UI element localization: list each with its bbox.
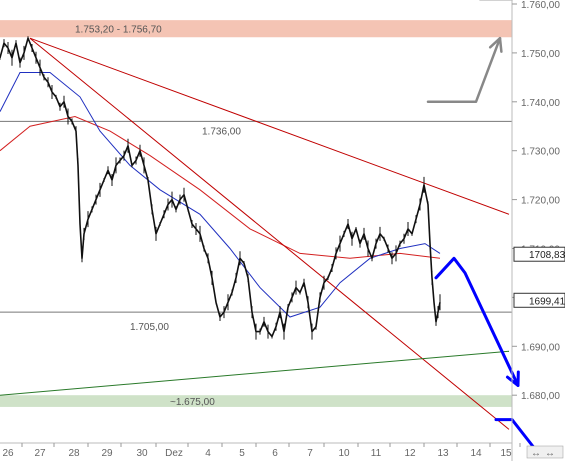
price-layer (0, 36, 441, 340)
price-label-box-1 (513, 292, 565, 308)
x-tick-label-11: 11 (371, 448, 382, 459)
series-line-3 (29, 37, 510, 430)
y-tick-label-1: 1.690,00 (521, 342, 560, 353)
x-tick-label-6: 4 (205, 448, 211, 459)
zone-label-0: 1.753,20 - 1.756,70 (75, 25, 162, 36)
scroll-button-frame[interactable] (526, 445, 564, 459)
zone-0 (0, 20, 512, 38)
scroll-buttons[interactable]: ↔ ↔ (526, 445, 564, 459)
y-tick-label-4: 1.720,00 (521, 196, 560, 207)
x-tick-label-0: 26 (2, 448, 14, 459)
price-label-box-0 (513, 246, 565, 262)
arrow-path-2 (426, 36, 502, 104)
lines-layer (0, 37, 510, 430)
zone-label-1: ~1.675,00 (170, 397, 215, 408)
x-tick-label-8: 6 (272, 448, 278, 459)
y-tick-label-5: 1.730,00 (521, 147, 560, 158)
x-tick-label-2: 28 (68, 448, 80, 459)
current-price-labels: 1708,83 1699,41 (513, 246, 565, 308)
x-tick-label-1: 27 (34, 448, 46, 459)
x-tick-label-4: 30 (136, 448, 148, 459)
x-tick-label-7: 5 (239, 448, 245, 459)
x-tick-label-13: 13 (437, 448, 449, 459)
zone-1 (0, 395, 512, 407)
arrow-head-0 (505, 370, 520, 387)
price-label-text-1: 1699,41 (529, 296, 565, 307)
price-label-text-0: 1708,83 (529, 250, 565, 261)
x-axis-ticks: 26 27 28 29 30 Dez 4 5 6 7 10 11 12 13 14 15 (2, 443, 521, 459)
arrow-path-0 (434, 256, 520, 387)
x-tick-label-3: 29 (101, 448, 113, 459)
x-tick-label-9: 7 (307, 448, 313, 459)
arrow-head-2 (488, 36, 503, 53)
x-tick-label-5: Dez (165, 448, 183, 459)
series-line-2 (29, 37, 510, 215)
series-line-1 (0, 72, 441, 318)
scroll-left-icon[interactable]: ↔ (531, 448, 541, 459)
level-label-0: 1.736,00 (202, 126, 241, 137)
level-label-1: 1.705,00 (130, 322, 169, 333)
scroll-right-icon[interactable]: ↔ (545, 448, 555, 459)
zones-layer: 1.753,20 - 1.756,70 ~1.675,00 (0, 20, 512, 408)
y-tick-label-7: 1.750,00 (521, 49, 560, 60)
price-line (0, 37, 441, 338)
y-tick-label-8: 1.760,00 (521, 0, 560, 11)
x-tick-label-15: 15 (500, 448, 512, 459)
x-tick-label-10: 10 (338, 448, 350, 459)
y-tick-label-0: 1.680,00 (521, 391, 560, 402)
x-tick-label-12: 12 (404, 448, 416, 459)
y-tick-label-6: 1.740,00 (521, 98, 560, 109)
series-line-0 (0, 115, 441, 259)
x-tick-label-14: 14 (470, 448, 482, 459)
series-line-4 (0, 350, 510, 396)
